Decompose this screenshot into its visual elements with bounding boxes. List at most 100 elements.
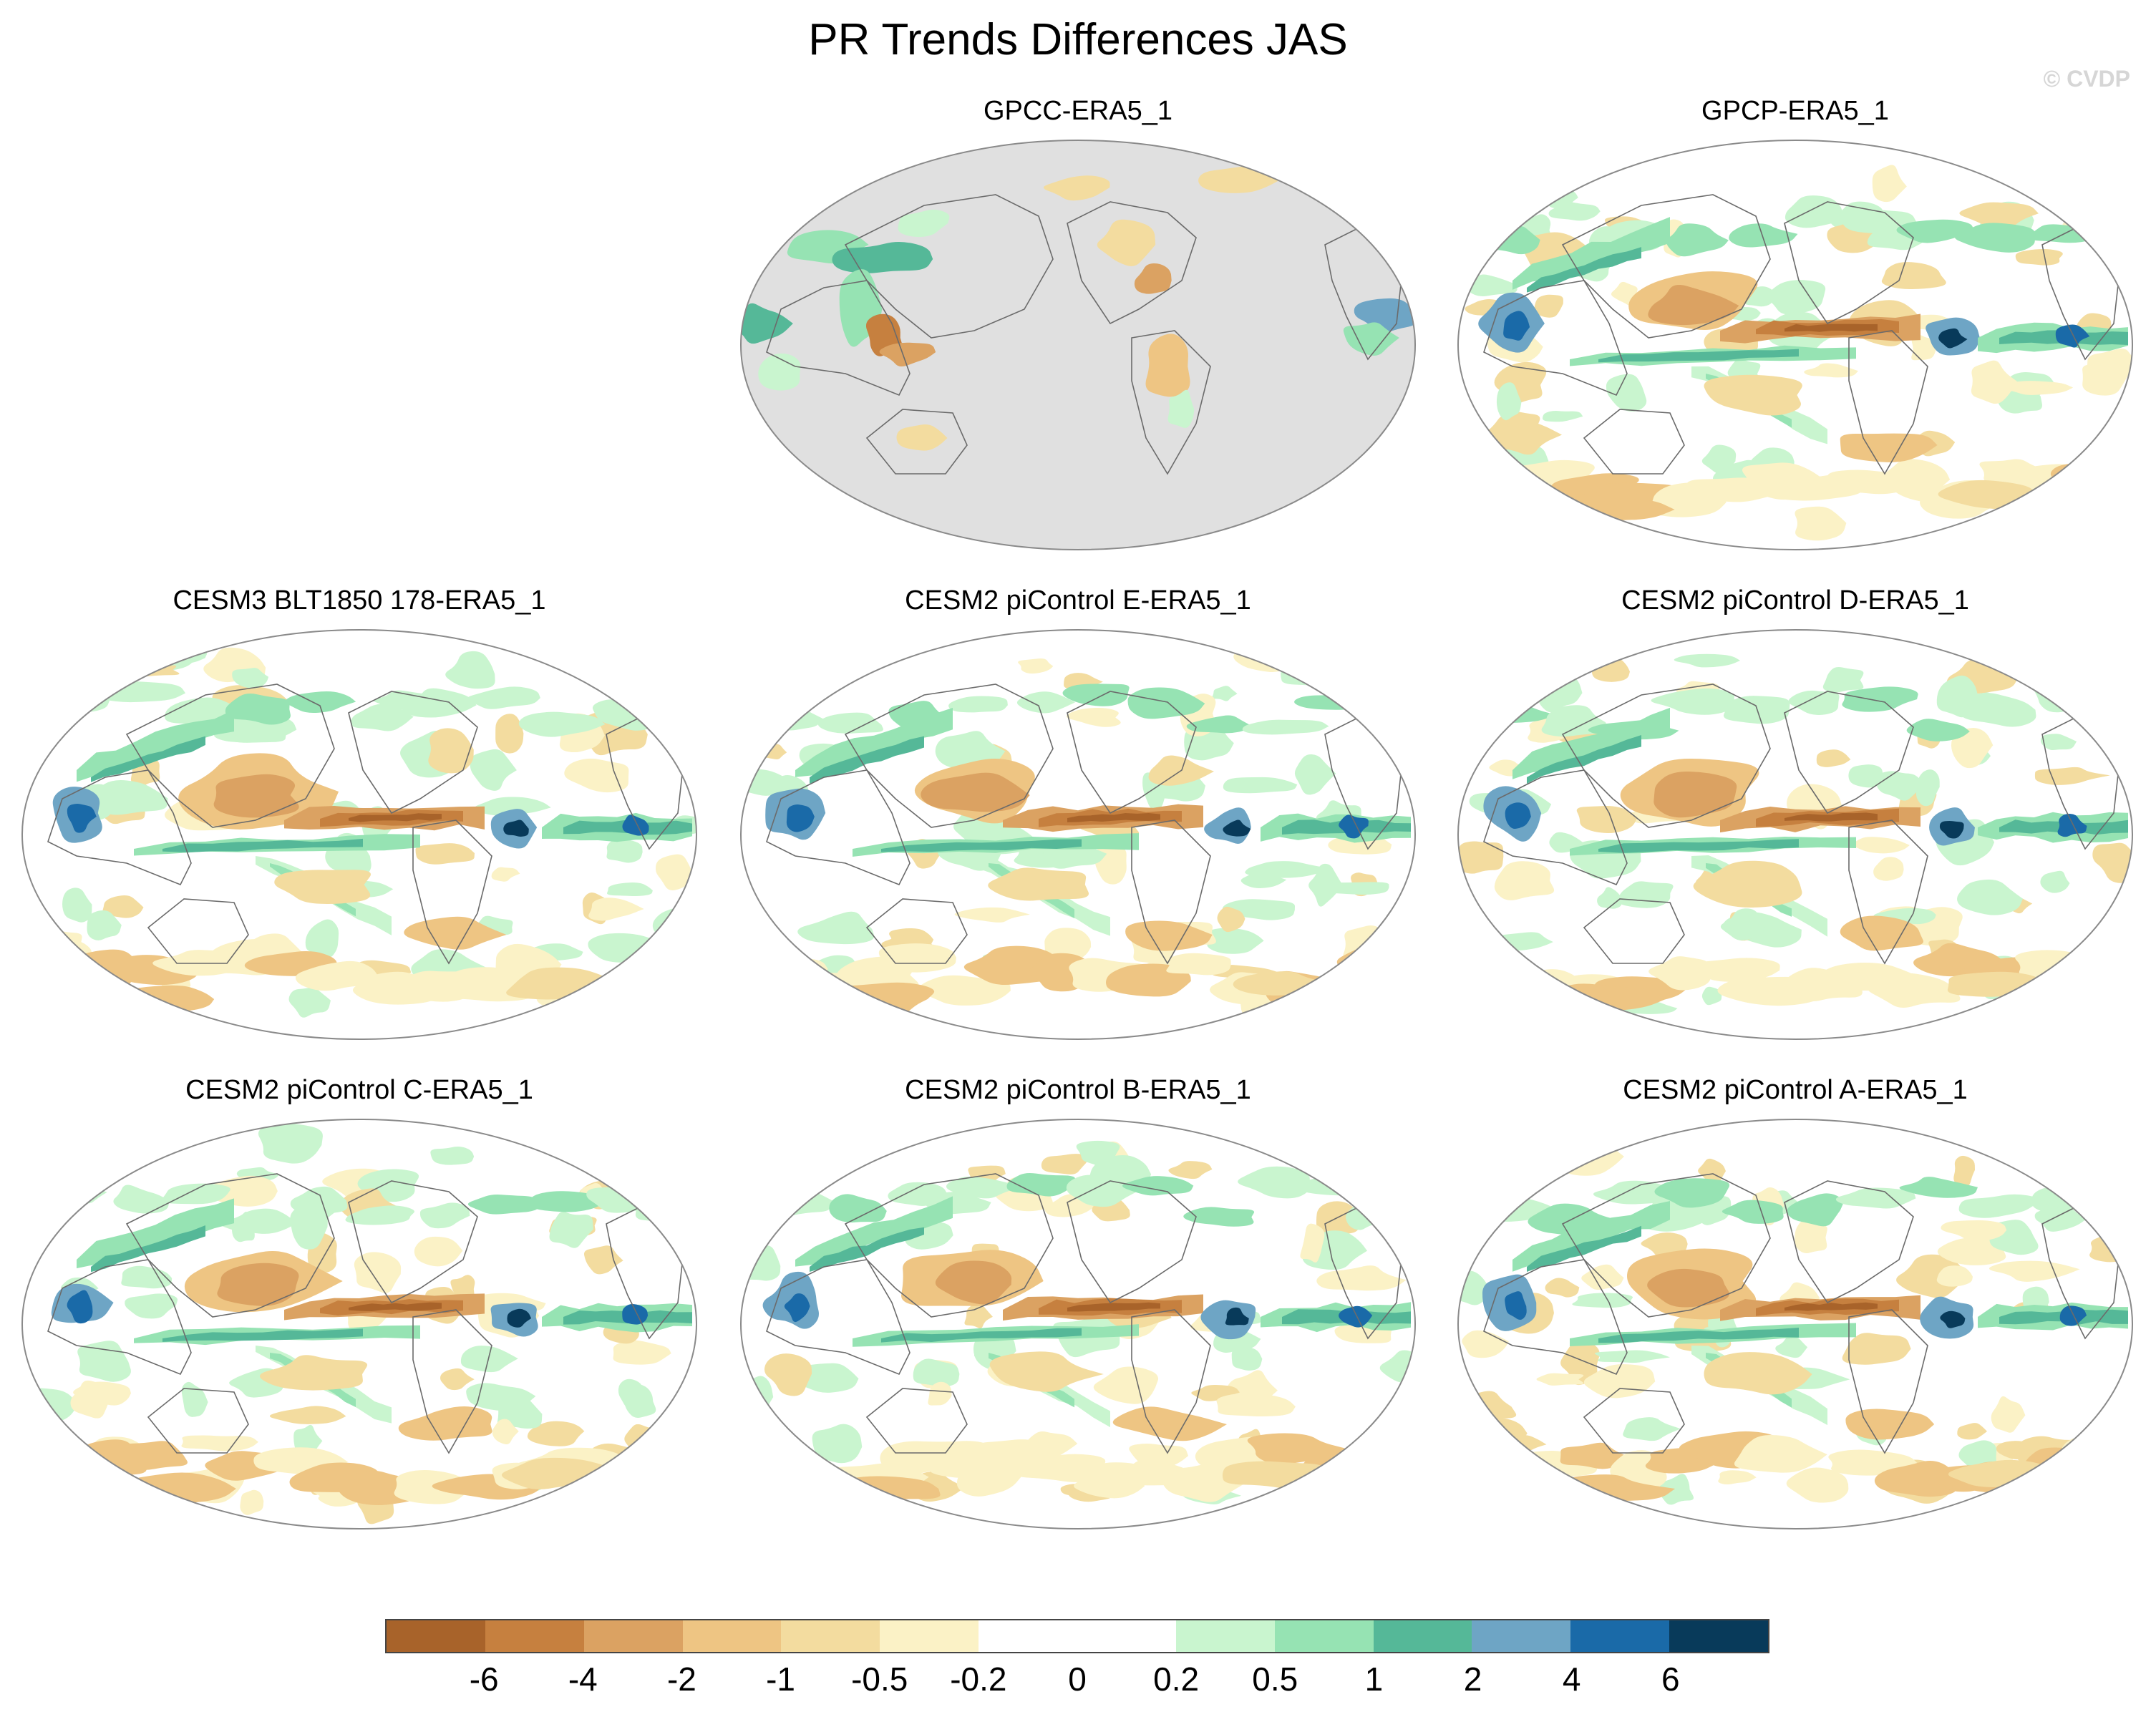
coastline [1067,201,1197,325]
trend-patch [1191,1384,1240,1401]
trend-patch [1938,480,2034,510]
trend-patch [1313,1148,1374,1174]
trend-patch [1940,1310,1966,1328]
trend-patch [1204,928,1264,954]
trend-band [1527,247,1641,293]
coastline [766,1259,911,1376]
trend-patch [2057,814,2087,837]
figure-title: PR Trends Differences JAS [808,15,1348,64]
trend-patch [741,1445,764,1476]
trend-patch [22,1387,78,1424]
trend-patch [1341,987,1383,1014]
trend-patch [578,987,604,1022]
trend-patch [269,1406,346,1424]
trend-patch [1804,363,1858,378]
trend-patch [217,1263,299,1306]
trend-patch [1458,841,1504,874]
trend-patch [741,303,793,344]
map-panel [1457,140,2133,550]
trend-patch [467,686,540,709]
trend-patch [888,1182,948,1206]
coastline [1583,1388,1685,1454]
trend-patch [2055,324,2090,348]
trend-patch [1957,1423,1987,1440]
trend-patch [1127,687,1205,719]
trend-patch [1786,1467,1849,1503]
trend-patch [1483,1482,1530,1513]
trend-band [1067,1302,1160,1312]
trend-patch [1343,322,1399,356]
trend-patch [1238,1166,1311,1199]
trend-patch [758,353,801,391]
trend-patch [2034,1207,2087,1232]
colorbar-swatch [979,1620,1078,1652]
trend-band [1527,1225,1641,1272]
trend-patch [1915,769,1940,807]
trend-patch [1788,690,1840,715]
trend-band [1784,324,1878,332]
trend-patch [1954,223,2035,253]
trend-patch [1989,1260,2080,1282]
copyright-watermark: © CVDP [2043,66,2130,92]
map-border [21,1119,697,1529]
trend-patch [1134,263,1172,294]
trend-band [1784,812,1878,822]
trend-patch [2040,734,2077,751]
trend-band [1784,1302,1878,1311]
trend-patch [1701,986,1722,1006]
coastline [1131,330,1211,475]
panel-title: GPCC-ERA5_1 [984,96,1172,126]
coastline [1583,409,1685,475]
trend-patch [161,1183,230,1205]
trend-patch [1840,915,1923,951]
trend-patch [913,1358,960,1387]
trend-patch [475,797,551,816]
trend-patch [2050,165,2084,192]
colorbar-swatch [1373,1620,1472,1652]
trend-patch [786,804,815,832]
trend-patch [677,1391,696,1408]
trend-patch [918,975,1011,1006]
trend-patch [39,1207,64,1222]
trend-patch [1316,1265,1407,1291]
trend-patch [1835,1187,1916,1209]
colorbar-tick-label: -0.2 [950,1660,1007,1698]
trend-patch [258,1123,323,1164]
trend-patch [1729,223,1798,248]
trend-band [1598,349,1799,363]
coastline [1483,1259,1628,1376]
trend-patch [1503,311,1530,341]
coastline [1784,691,1914,814]
coastline [1067,1180,1197,1304]
trend-patch [1212,686,1238,701]
colorbar-tick-label: 0 [1068,1660,1087,1698]
trend-patch [1505,802,1531,829]
trend-patch [1704,1352,1812,1395]
trend-patch [1971,360,2017,404]
trend-patch [354,1252,402,1293]
trend-patch [181,1381,208,1417]
trend-patch [67,1290,93,1324]
colorbar-tick-label: -0.5 [851,1660,908,1698]
trend-patch [2058,673,2127,696]
trend-patch [1816,749,1851,767]
trend-patch [1822,666,1864,693]
trend-patch [1956,692,2036,727]
trend-patch [470,749,517,791]
trend-patch [1350,1469,1415,1507]
trend-patch [1991,1396,2026,1433]
trend-patch [1240,872,1287,888]
trend-patch [1382,930,1415,954]
trend-patch [432,1474,543,1500]
colorbar-swatch [1570,1620,1670,1652]
coastline [766,280,911,397]
trend-patch [1339,814,1369,839]
trend-patch [1216,1393,1296,1416]
trend-patch [1300,1223,1325,1263]
trend-patch [350,703,414,731]
trend-patch [1720,908,1766,940]
trend-patch [290,1186,348,1214]
trend-patch [1018,658,1054,674]
trend-patch [1947,971,2046,997]
trend-patch [616,1470,696,1494]
